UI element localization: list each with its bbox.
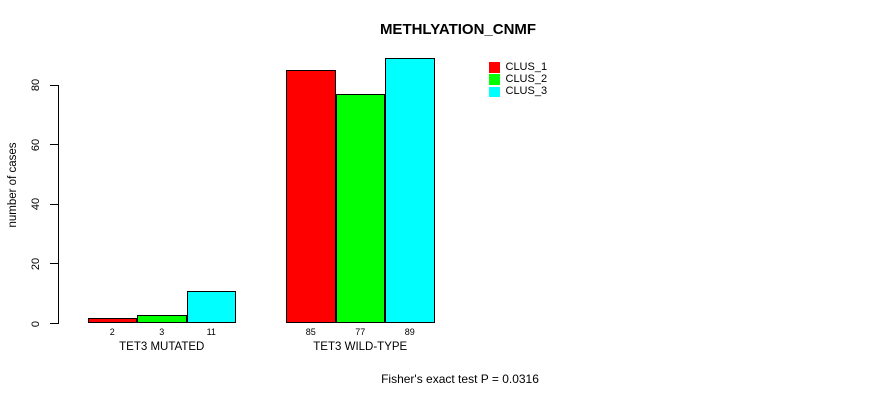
bar-value-label: 89 [404, 326, 415, 337]
bar-clus_2-group1 [137, 314, 187, 324]
legend-swatch-icon [489, 86, 500, 98]
y-tick-mark [49, 263, 58, 265]
legend-item-clus_2: CLUS_2 [489, 74, 547, 85]
bar-clus_2-group2 [335, 94, 385, 324]
y-tick-label: 60 [30, 138, 42, 151]
y-axis-line [58, 85, 59, 324]
bar-clus_3-group2 [385, 58, 435, 324]
bar-value-label: 2 [109, 326, 115, 337]
y-tick-label: 0 [30, 320, 42, 327]
legend-swatch-icon [489, 62, 500, 73]
bar-value-label: 77 [355, 326, 366, 337]
y-tick-mark [49, 323, 58, 324]
bar-clus_1-group2 [286, 70, 336, 324]
legend: CLUS_1 CLUS_2 CLUS_3 [489, 62, 548, 98]
fisher-test-annotation: Fisher's exact test P = 0.0316 [381, 372, 539, 386]
legend-label: CLUS_3 [505, 85, 548, 98]
legend-label: CLUS_1 [505, 61, 548, 73]
category-label: TET3 WILD-TYPE [313, 341, 408, 353]
legend-label: CLUS_2 [505, 73, 548, 86]
bar-clus_1-group1 [87, 317, 137, 324]
chart-title: METHLYATION_CNMF [379, 21, 537, 38]
y-tick-mark [49, 144, 58, 146]
bar-value-label: 3 [159, 326, 165, 337]
bar-value-label: 85 [305, 326, 316, 337]
y-tick-label: 40 [30, 198, 42, 211]
legend-swatch-icon [489, 74, 500, 85]
y-tick-label: 20 [30, 257, 42, 271]
legend-item-clus_3: CLUS_3 [489, 85, 548, 98]
y-tick-mark [49, 84, 58, 86]
category-label: TET3 MUTATED [119, 341, 205, 353]
bar-clus_3-group1 [186, 290, 236, 324]
bar-value-label: 11 [206, 326, 216, 337]
legend-item-clus_1: CLUS_1 [489, 62, 547, 73]
y-tick-label: 80 [30, 78, 42, 92]
y-tick-mark [49, 203, 58, 205]
